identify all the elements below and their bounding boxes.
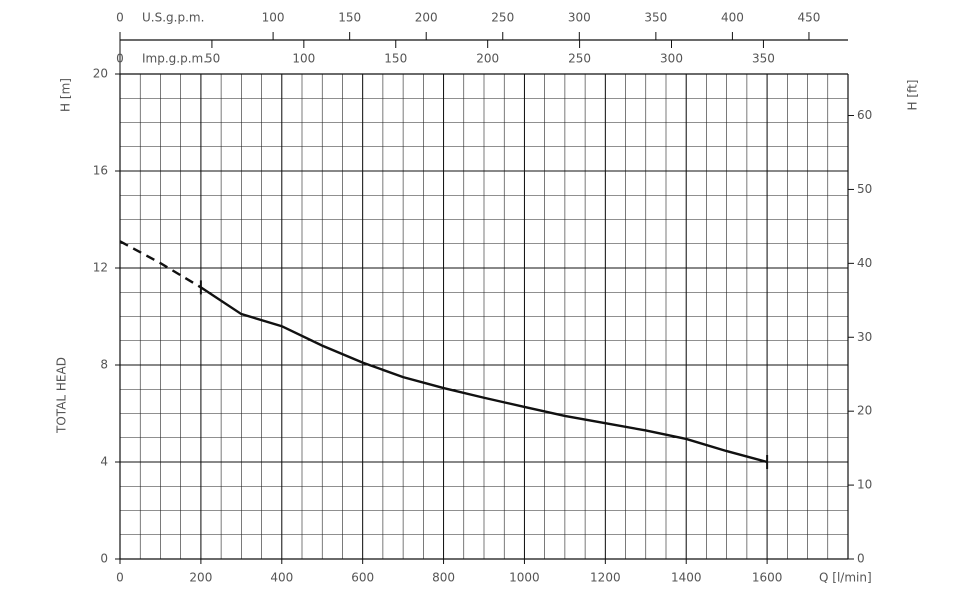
x-tick-label: 200 xyxy=(189,571,212,585)
top-axis-tick-label: 100 xyxy=(262,11,285,25)
curve xyxy=(119,240,202,289)
top-axis-tick-label: 0 xyxy=(116,52,124,66)
top-axis-tick-label: 450 xyxy=(798,11,821,25)
x-tick-label: 600 xyxy=(351,571,374,585)
top-axis-tick-label: 150 xyxy=(384,52,407,66)
top-axis-tick-label: 150 xyxy=(338,11,361,25)
y2-tick-label: 50 xyxy=(857,182,872,196)
top-axis-tick-label: 400 xyxy=(721,11,744,25)
top-axis-tick-label: 350 xyxy=(752,52,775,66)
x-tick-label: 1600 xyxy=(752,571,783,585)
y2-tick-label: 40 xyxy=(857,256,872,270)
y-label: H [m] xyxy=(59,78,73,112)
y2-label: H [ft] xyxy=(906,80,920,111)
top-axis-tick-label: 300 xyxy=(660,52,683,66)
x-tick-label: 800 xyxy=(432,571,455,585)
top-axis-tick-label: 350 xyxy=(644,11,667,25)
x-tick-label: 1000 xyxy=(509,571,540,585)
curve xyxy=(200,286,768,464)
top-axis-tick-label: 200 xyxy=(476,52,499,66)
y2-tick-label: 0 xyxy=(857,552,865,566)
x-label: Q [l/min] xyxy=(819,571,872,585)
top-axis-tick-label: 300 xyxy=(568,11,591,25)
y-tick-label: 0 xyxy=(100,552,108,566)
y2-tick-label: 30 xyxy=(857,330,872,344)
x-tick-label: 0 xyxy=(116,571,124,585)
y-tick-label: 12 xyxy=(93,261,108,275)
y-tick-label: 8 xyxy=(100,358,108,372)
x-tick-label: 400 xyxy=(270,571,293,585)
y2-tick-label: 60 xyxy=(857,108,872,122)
top-axis-label: U.S.g.p.m. xyxy=(142,11,204,25)
y-tick-label: 20 xyxy=(93,67,108,81)
y-title: TOTAL HEAD xyxy=(55,357,69,434)
y2-tick-label: 20 xyxy=(857,404,872,418)
top-axis-label: Imp.g.p.m. xyxy=(142,52,207,66)
y2-tick-label: 10 xyxy=(857,478,872,492)
top-axis-tick-label: 0 xyxy=(116,11,124,25)
top-axis-tick-label: 250 xyxy=(568,52,591,66)
y-tick-label: 16 xyxy=(93,164,108,178)
top-axis-tick-label: 100 xyxy=(292,52,315,66)
x-tick-label: 1200 xyxy=(590,571,621,585)
y-tick-label: 4 xyxy=(100,455,108,469)
top-axis-tick-label: 250 xyxy=(491,11,514,25)
top-axis-tick-label: 50 xyxy=(205,52,220,66)
top-axis-tick-label: 200 xyxy=(415,11,438,25)
x-tick-label: 1400 xyxy=(671,571,702,585)
